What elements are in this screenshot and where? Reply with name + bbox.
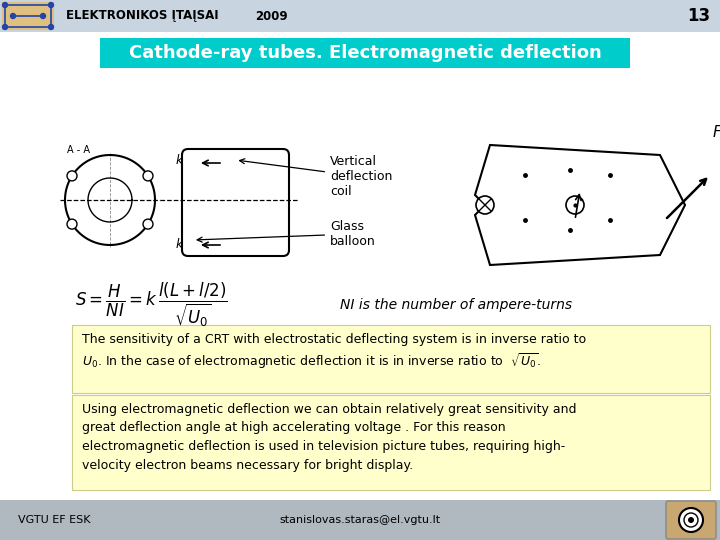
Circle shape	[679, 508, 703, 532]
FancyBboxPatch shape	[100, 38, 630, 68]
Text: $B$: $B$	[583, 193, 594, 207]
Circle shape	[40, 14, 45, 18]
Circle shape	[143, 171, 153, 181]
Circle shape	[143, 219, 153, 229]
Text: A: A	[224, 158, 232, 168]
FancyBboxPatch shape	[182, 149, 289, 256]
Text: k: k	[176, 153, 183, 166]
FancyBboxPatch shape	[666, 501, 716, 539]
Circle shape	[2, 3, 7, 8]
Circle shape	[67, 219, 77, 229]
FancyBboxPatch shape	[72, 395, 710, 490]
Text: Using electromagnetic deflection we can obtain relatively great sensitivity and
: Using electromagnetic deflection we can …	[82, 403, 577, 471]
Text: A - A: A - A	[67, 145, 90, 155]
FancyBboxPatch shape	[2, 2, 54, 30]
Circle shape	[2, 24, 7, 30]
Circle shape	[566, 196, 584, 214]
Circle shape	[688, 517, 694, 523]
PathPatch shape	[475, 145, 685, 265]
Circle shape	[48, 24, 53, 30]
Text: VGTU EF ESK: VGTU EF ESK	[18, 515, 91, 525]
Text: $F$: $F$	[712, 124, 720, 140]
FancyBboxPatch shape	[0, 0, 720, 32]
Text: k: k	[176, 239, 183, 252]
Text: NI is the number of ampere-turns: NI is the number of ampere-turns	[340, 298, 572, 312]
Text: 13: 13	[687, 7, 710, 25]
Text: Glass
balloon: Glass balloon	[197, 220, 376, 248]
Text: stanislovas.staras@el.vgtu.lt: stanislovas.staras@el.vgtu.lt	[279, 515, 441, 525]
Circle shape	[48, 3, 53, 8]
Text: Cathode-ray tubes. Electromagnetic deflection: Cathode-ray tubes. Electromagnetic defle…	[129, 44, 601, 62]
FancyBboxPatch shape	[0, 32, 720, 508]
Text: ELEKTRONIKOS ĮTAĮSAI: ELEKTRONIKOS ĮTAĮSAI	[66, 10, 219, 23]
Circle shape	[11, 14, 16, 18]
FancyBboxPatch shape	[0, 500, 720, 540]
FancyBboxPatch shape	[72, 325, 710, 393]
Circle shape	[684, 513, 698, 527]
Text: $S = \dfrac{H}{NI} = k\,\dfrac{l(L+l/2)}{\sqrt{U_0}}$: $S = \dfrac{H}{NI} = k\,\dfrac{l(L+l/2)}…	[75, 281, 228, 329]
Text: The sensitivity of a CRT with electrostatic deflecting system is in inverse rati: The sensitivity of a CRT with electrosta…	[82, 333, 586, 346]
Text: Vertical
deflection
coil: Vertical deflection coil	[240, 155, 392, 198]
Text: A: A	[224, 240, 232, 250]
Text: $U_0$. In the case of electromagnetic deflection it is in inverse ratio to  $\sq: $U_0$. In the case of electromagnetic de…	[82, 351, 541, 370]
Circle shape	[476, 196, 494, 214]
Text: 2009: 2009	[255, 10, 287, 23]
Circle shape	[67, 171, 77, 181]
